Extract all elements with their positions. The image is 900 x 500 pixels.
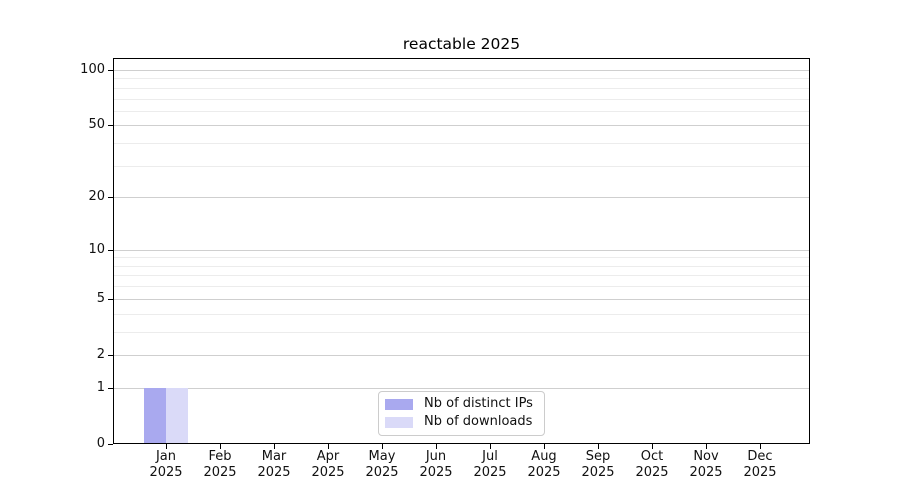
legend-swatch bbox=[385, 416, 413, 428]
x-tick bbox=[382, 444, 383, 449]
legend-label: Nb of downloads bbox=[424, 414, 533, 429]
y-tick bbox=[108, 125, 113, 126]
x-tick bbox=[598, 444, 599, 449]
minor-gridline bbox=[114, 143, 809, 144]
major-gridline bbox=[114, 125, 809, 127]
y-tick-label: 20 bbox=[88, 189, 105, 204]
x-tick-label: Apr 2025 bbox=[311, 449, 345, 480]
minor-gridline bbox=[114, 286, 809, 288]
legend: Nb of distinct IPs Nb of downloads bbox=[378, 391, 545, 436]
y-tick bbox=[108, 197, 113, 198]
major-gridline bbox=[114, 355, 809, 356]
x-tick-label: Sep 2025 bbox=[581, 449, 615, 480]
legend-swatch bbox=[385, 398, 413, 410]
minor-gridline bbox=[114, 165, 809, 167]
y-tick-label: 0 bbox=[96, 436, 105, 451]
x-tick bbox=[274, 444, 275, 449]
major-gridline bbox=[114, 69, 809, 71]
x-tick-label: Mar 2025 bbox=[257, 449, 291, 480]
y-tick bbox=[108, 444, 113, 445]
minor-gridline bbox=[114, 265, 809, 267]
minor-gridline bbox=[114, 78, 809, 80]
x-tick bbox=[166, 444, 167, 449]
minor-gridline bbox=[114, 110, 809, 112]
y-tick-label: 10 bbox=[88, 242, 105, 257]
y-tick-label: 5 bbox=[96, 291, 105, 306]
y-tick bbox=[108, 70, 113, 71]
x-tick-label: Jan 2025 bbox=[149, 449, 183, 480]
x-tick-label: Aug 2025 bbox=[527, 449, 561, 480]
chart-title: reactable 2025 bbox=[402, 35, 521, 53]
major-gridline bbox=[114, 197, 809, 199]
minor-gridline bbox=[114, 87, 809, 89]
minor-gridline bbox=[114, 98, 809, 100]
y-tick bbox=[108, 250, 113, 251]
minor-gridline bbox=[114, 275, 809, 277]
y-tick-label: 100 bbox=[80, 62, 105, 77]
y-tick-label: 1 bbox=[96, 380, 105, 395]
major-gridline bbox=[114, 298, 809, 300]
y-tick bbox=[108, 355, 113, 356]
x-tick bbox=[490, 444, 491, 449]
y-tick-label: 2 bbox=[96, 347, 105, 362]
minor-gridline bbox=[114, 313, 809, 315]
y-tick bbox=[108, 388, 113, 389]
x-tick-label: Dec 2025 bbox=[743, 449, 777, 480]
x-tick-label: Oct 2025 bbox=[635, 449, 669, 480]
x-tick-label: Jun 2025 bbox=[419, 449, 453, 480]
minor-gridline bbox=[114, 257, 809, 259]
x-tick bbox=[220, 444, 221, 449]
bar-nb-of-downloads bbox=[166, 387, 188, 444]
legend-item: Nb of distinct IPs bbox=[379, 395, 544, 413]
x-tick bbox=[706, 444, 707, 449]
x-tick bbox=[544, 444, 545, 449]
x-tick bbox=[436, 444, 437, 449]
x-tick bbox=[652, 444, 653, 449]
x-tick bbox=[760, 444, 761, 449]
x-tick-label: May 2025 bbox=[365, 449, 399, 480]
major-gridline bbox=[114, 387, 809, 389]
x-tick-label: Feb 2025 bbox=[203, 449, 237, 480]
x-tick-label: Jul 2025 bbox=[473, 449, 507, 480]
x-tick-label: Nov 2025 bbox=[689, 449, 723, 480]
legend-item: Nb of downloads bbox=[379, 413, 544, 431]
legend-label: Nb of distinct IPs bbox=[424, 396, 533, 411]
x-tick bbox=[328, 444, 329, 449]
major-gridline bbox=[114, 249, 809, 251]
plot-area-border bbox=[113, 58, 810, 444]
y-tick-label: 50 bbox=[88, 117, 105, 132]
y-tick bbox=[108, 299, 113, 300]
minor-gridline bbox=[114, 331, 809, 333]
bar-nb-of-distinct-ips bbox=[144, 387, 166, 444]
